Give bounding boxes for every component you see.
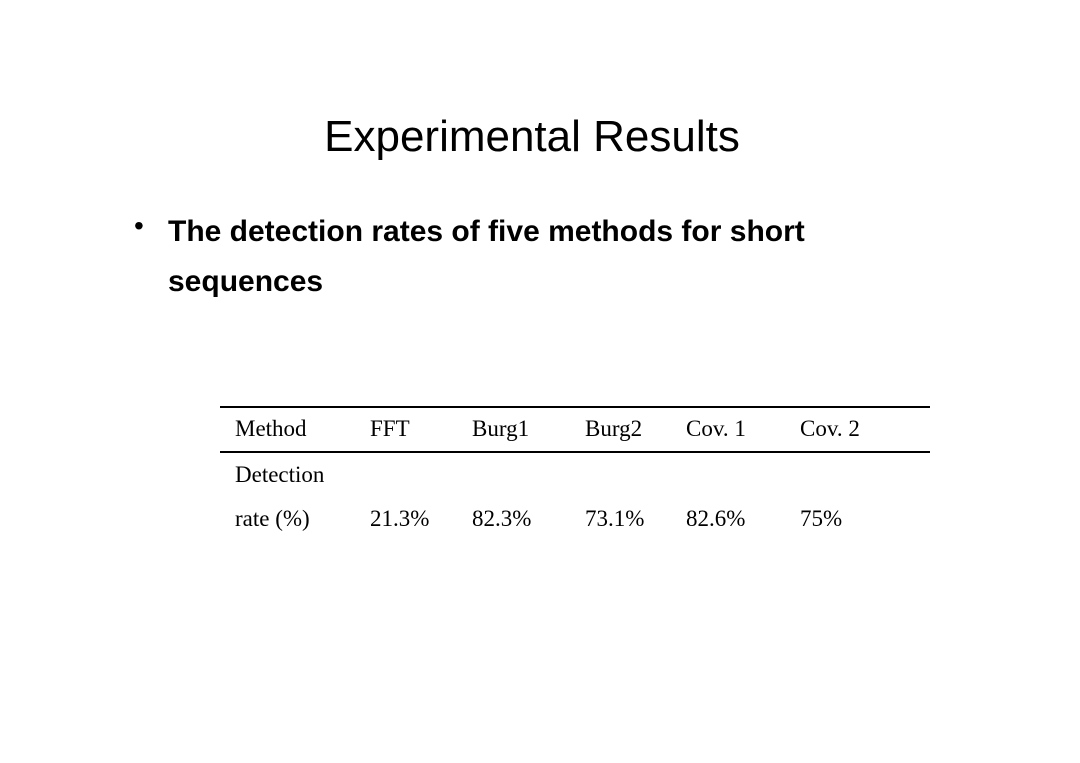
table-cell: 73.1% bbox=[585, 506, 645, 531]
table-header-cell: Burg2 bbox=[585, 416, 643, 441]
table-header-cell: Method bbox=[235, 416, 307, 441]
table-cell: 75% bbox=[800, 506, 843, 531]
table-cell: 21.3% bbox=[370, 506, 430, 531]
bullet-text: The detection rates of five methods for … bbox=[168, 215, 805, 298]
table-cell: 82.3% bbox=[472, 506, 532, 531]
table-header-cell: FFT bbox=[370, 416, 410, 441]
table-header-cell: Cov. 1 bbox=[686, 416, 746, 441]
bullet-marker: • bbox=[134, 210, 144, 241]
table-header-rule bbox=[220, 451, 930, 453]
table-header-cell: Burg1 bbox=[472, 416, 530, 441]
row-label: Detection bbox=[235, 462, 325, 487]
table-header-cell: Cov. 2 bbox=[800, 416, 860, 441]
table-top-rule bbox=[220, 406, 930, 408]
slide-title: Experimental Results bbox=[324, 112, 740, 161]
table-cell: 82.6% bbox=[686, 506, 746, 531]
row-label: rate (%) bbox=[235, 506, 310, 531]
